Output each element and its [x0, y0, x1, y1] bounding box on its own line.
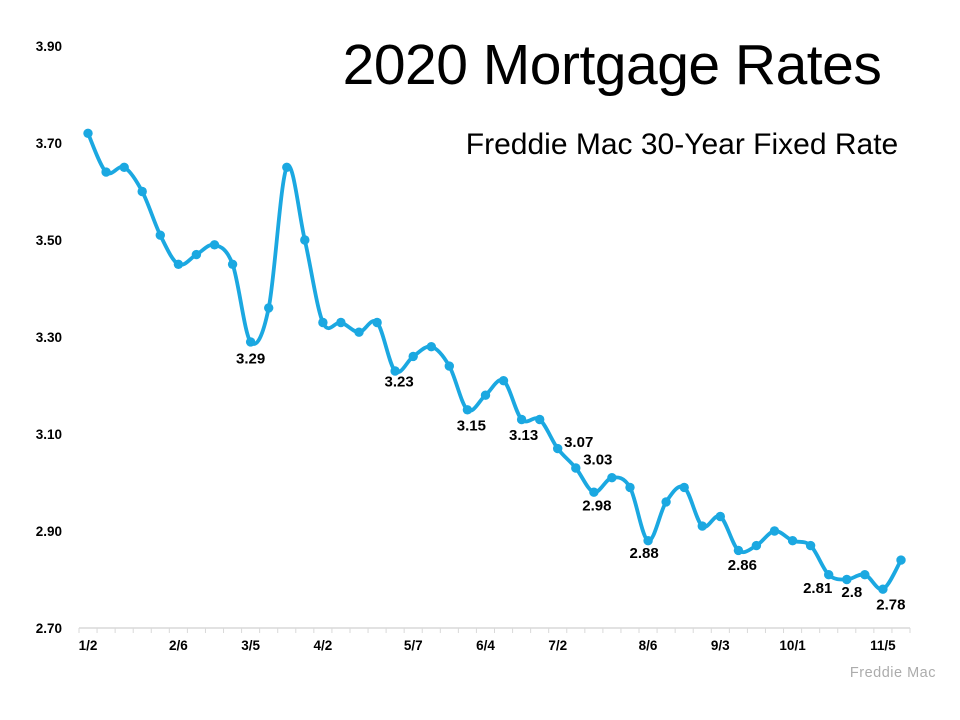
data-point-label: 2.78 [876, 597, 905, 614]
x-axis-label: 7/2 [548, 638, 567, 653]
chart-title: 2020 Mortgage Rates [342, 33, 882, 97]
data-point-marker [173, 259, 184, 269]
data-point-label: 2.81 [803, 580, 832, 597]
data-point-label: 3.03 [583, 452, 612, 469]
data-point-marker [336, 317, 346, 328]
x-axis-label: 6/4 [476, 638, 495, 653]
data-point-marker [354, 327, 364, 337]
data-point-label: 2.98 [582, 498, 611, 515]
data-point-marker [643, 536, 653, 546]
data-point-marker [245, 337, 256, 347]
data-point-marker [607, 473, 617, 483]
data-point-marker [426, 342, 436, 352]
data-point-label: 2.8 [841, 584, 862, 601]
data-point-label: 2.88 [629, 545, 658, 562]
data-point-marker [697, 521, 707, 531]
data-point-marker [733, 545, 744, 556]
y-axis-label: 2.90 [36, 524, 62, 539]
y-axis-label: 3.50 [36, 233, 62, 248]
data-point-label: 3.23 [384, 374, 413, 391]
source-credit: Freddie Mac [849, 665, 936, 681]
data-point-label: 3.15 [457, 417, 486, 434]
data-point-marker [661, 497, 671, 507]
data-point-marker [372, 317, 382, 328]
data-point-marker [498, 376, 509, 386]
data-point-marker [137, 186, 147, 197]
data-point-label: 3.13 [509, 427, 538, 444]
x-axis-label: 2/6 [169, 638, 188, 653]
data-point-marker [282, 162, 292, 172]
chart-subtitle: Freddie Mac 30-Year Fixed Rate [465, 128, 899, 161]
data-point-marker [390, 366, 400, 376]
data-point-marker [462, 405, 473, 415]
data-point-marker [209, 240, 220, 250]
data-point-marker [625, 482, 635, 493]
data-point-marker [300, 235, 310, 245]
data-point-marker [408, 351, 418, 362]
y-axis-label: 3.90 [36, 39, 62, 54]
data-point-marker [571, 463, 581, 473]
data-point-label: 2.86 [728, 557, 757, 574]
data-point-marker [715, 511, 725, 522]
x-axis-label: 4/2 [313, 638, 332, 653]
data-point-marker [535, 414, 545, 425]
data-point-marker [589, 487, 599, 497]
data-point-marker [787, 536, 798, 546]
data-point-marker [842, 574, 852, 585]
y-axis-label: 3.10 [36, 427, 62, 442]
data-point-marker [227, 259, 238, 269]
data-point-marker [516, 414, 527, 425]
data-point-marker [155, 230, 165, 240]
data-point-marker [191, 249, 202, 260]
data-point-marker [878, 584, 888, 594]
x-axis-label: 8/6 [639, 638, 658, 653]
data-point-marker [480, 390, 491, 400]
data-point-label: 3.07 [564, 434, 593, 451]
y-axis-label: 2.70 [36, 621, 62, 636]
data-point-marker [101, 167, 111, 177]
data-point-marker [119, 162, 129, 172]
data-point-marker [679, 482, 689, 493]
data-point-marker [751, 540, 762, 551]
data-point-marker [860, 570, 870, 580]
y-axis-label: 3.70 [36, 136, 62, 151]
data-point-marker [805, 540, 816, 551]
x-axis-label: 9/3 [711, 638, 730, 653]
x-axis-label: 5/7 [404, 638, 423, 653]
data-point-marker [769, 526, 780, 536]
data-point-marker [553, 443, 563, 454]
data-point-marker [318, 317, 328, 328]
x-axis-label: 10/1 [779, 638, 806, 653]
x-axis-label: 3/5 [241, 638, 260, 653]
data-point-marker [444, 361, 454, 371]
x-axis-label: 11/5 [870, 638, 896, 653]
y-axis-label: 3.30 [36, 330, 62, 345]
x-axis-label: 1/2 [79, 638, 98, 653]
data-point-marker [824, 570, 834, 580]
rate-line [86, 131, 903, 592]
data-point-marker [264, 303, 274, 313]
data-point-label: 3.29 [236, 350, 265, 367]
data-point-marker [896, 555, 906, 565]
data-point-marker [83, 128, 93, 138]
